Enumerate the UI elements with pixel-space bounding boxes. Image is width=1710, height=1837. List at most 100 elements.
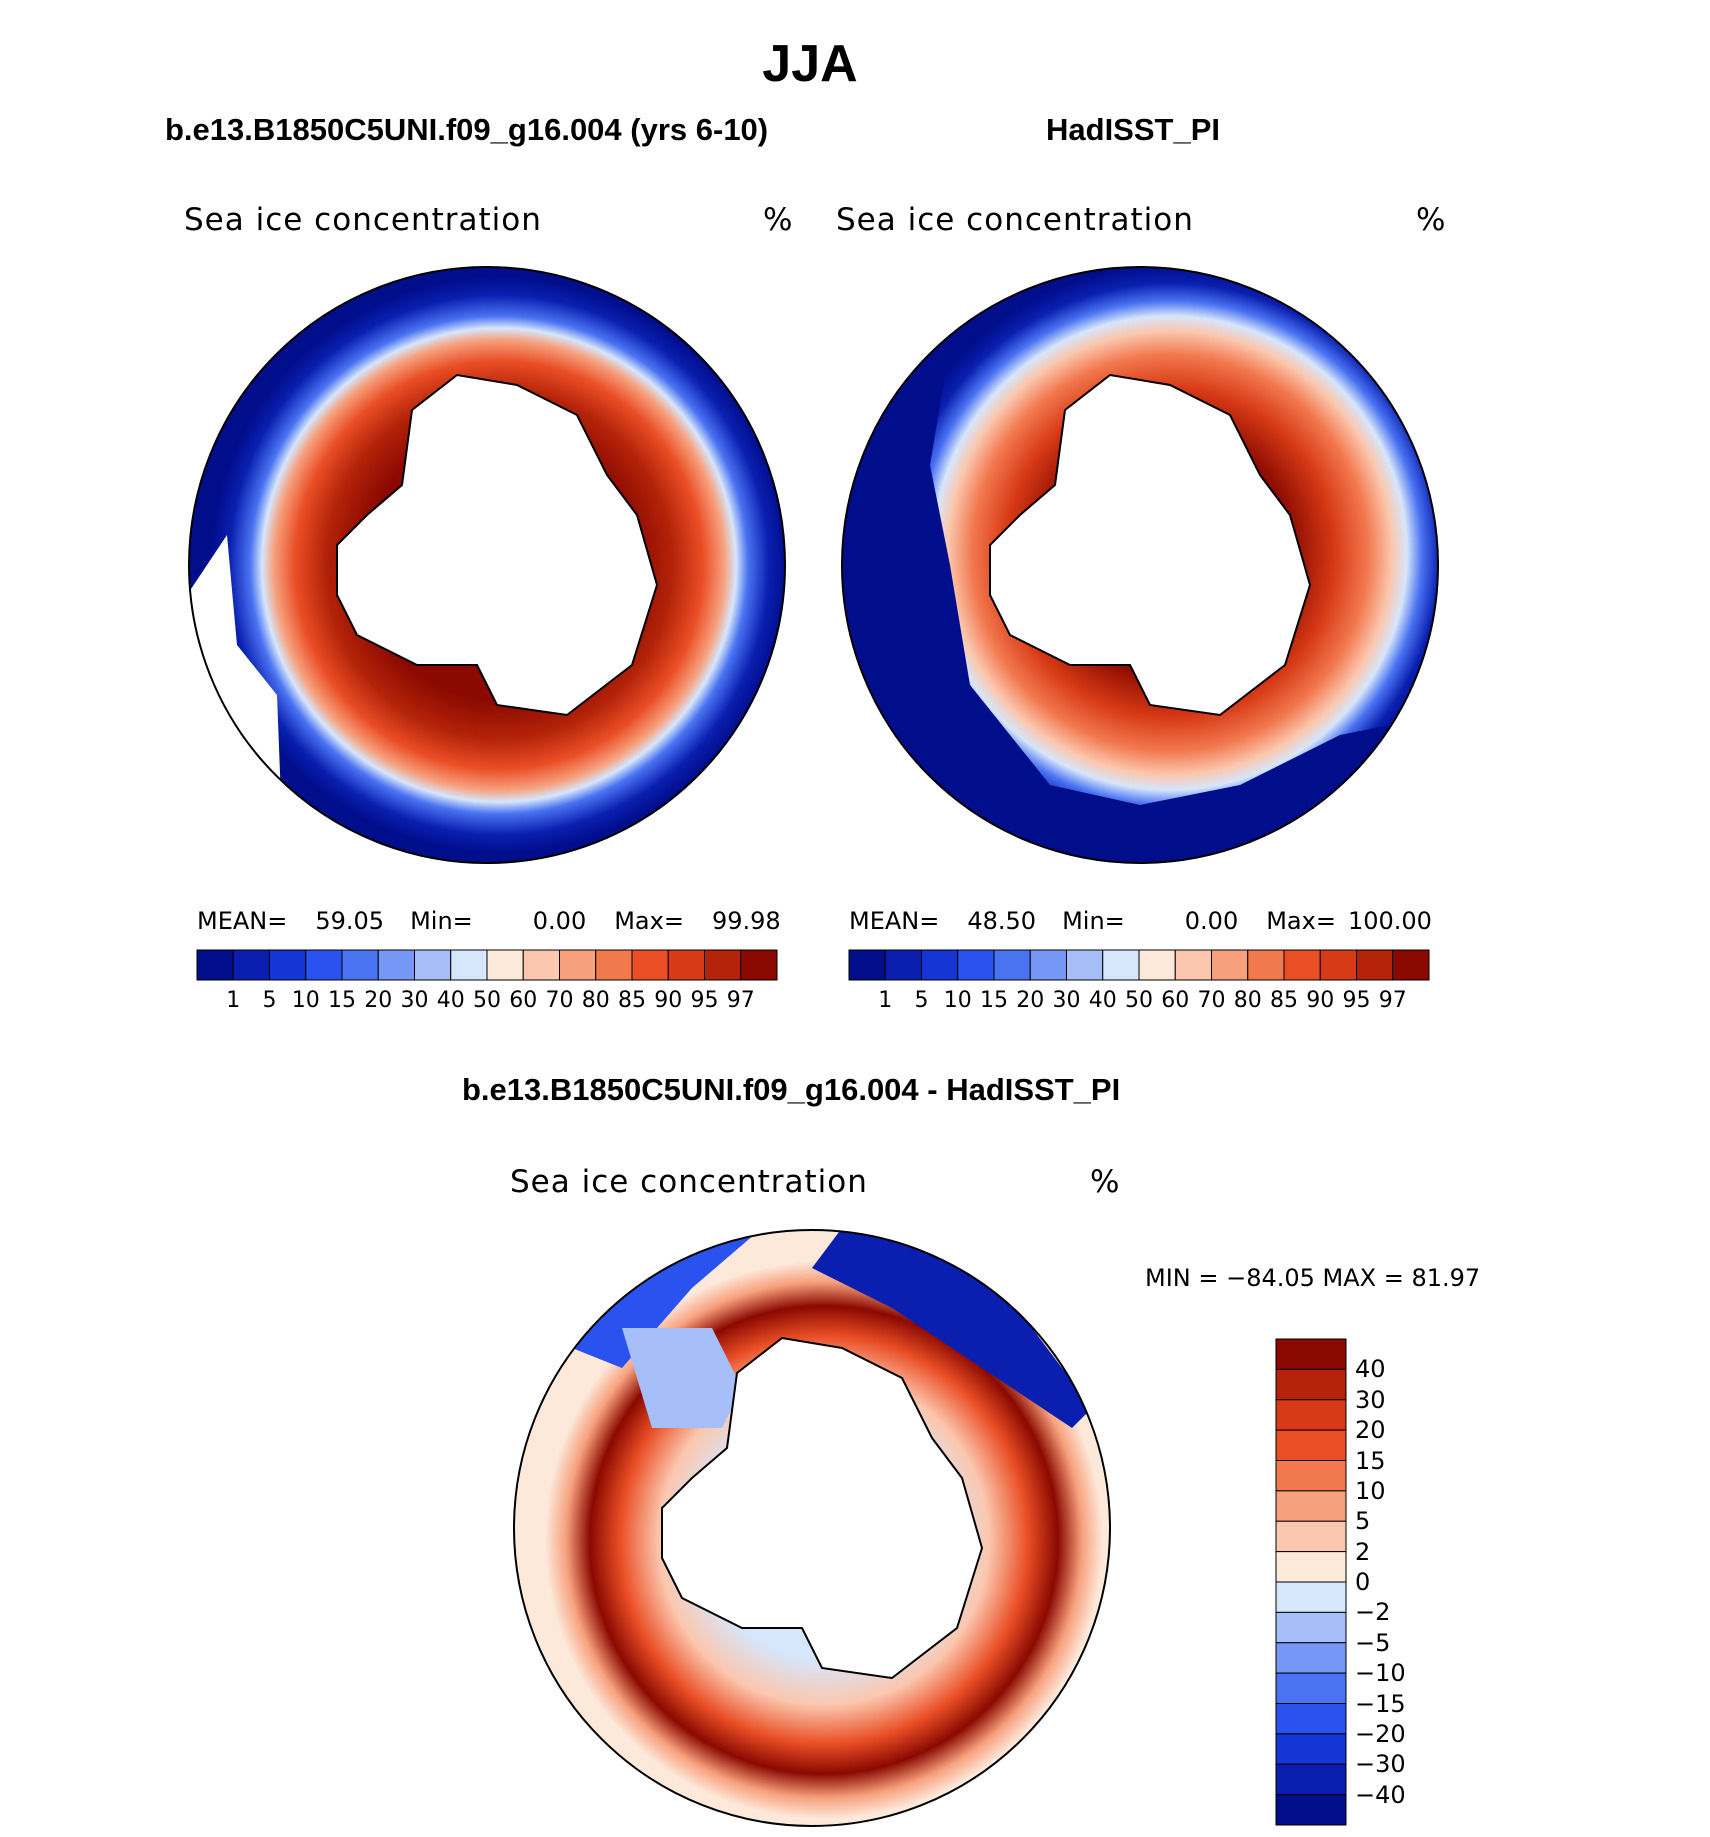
- colorbar-tick-label: 90: [1306, 988, 1335, 1013]
- colorbar-tick-label: 2: [1355, 1537, 1371, 1566]
- mean-value: 48.50: [967, 907, 1037, 935]
- colorbar-tick-label: 0: [1355, 1568, 1371, 1596]
- colorbar-tick-label: −20: [1355, 1719, 1406, 1748]
- colorbar-swatch: [1275, 1490, 1347, 1522]
- colorbar-swatch: [1275, 1794, 1347, 1826]
- colorbar-swatch: [595, 949, 633, 981]
- colorbar-tick-label: 85: [618, 988, 646, 1013]
- colorbar-swatch: [1356, 949, 1394, 981]
- colorbar-swatch: [269, 949, 307, 981]
- colorbar-swatch: [1102, 949, 1140, 981]
- colorbar-swatch: [704, 949, 742, 981]
- min-label: Min=: [1062, 907, 1125, 935]
- colorbar-swatch: [1029, 949, 1067, 981]
- colorbar-swatch: [305, 949, 343, 981]
- colorbar-tick-label: 70: [545, 988, 574, 1013]
- colorbar-swatch: [1275, 1551, 1347, 1583]
- colorbar-swatch: [377, 949, 415, 981]
- colorbar-swatch: [1392, 949, 1430, 981]
- map-border-diff: [513, 1229, 1111, 1827]
- colorbar-ticks-obs: 1 5 10 15 20 30 40 50 60 70 80 85 90 95 97: [849, 988, 1429, 1018]
- diff-min-max: MIN = −84.05 MAX = 81.97: [1145, 1264, 1481, 1292]
- negative-anomaly-weddell: [622, 1328, 742, 1428]
- colorbar-tick-label: 60: [509, 988, 538, 1013]
- colorbar-tick-label: 30: [1355, 1385, 1386, 1414]
- colorbar-swatch: [1319, 949, 1357, 981]
- panel-title-diff: b.e13.B1850C5UNI.f09_g16.004 - HadISST_P…: [462, 1072, 1121, 1107]
- colorbar-swatch: [341, 949, 379, 981]
- variable-label-model: Sea ice concentration: [184, 202, 542, 238]
- units-label-model: %: [763, 202, 794, 238]
- colorbar-tick-label: 30: [1052, 988, 1081, 1013]
- antarctica-obs: [989, 373, 1312, 717]
- colorbar-tick-label: 90: [654, 988, 683, 1013]
- colorbar-swatch: [1275, 1338, 1347, 1370]
- colorbar-tick-label: 70: [1197, 988, 1226, 1013]
- colorbar-swatch: [957, 949, 995, 981]
- colorbar-tick-label: 5: [1355, 1507, 1371, 1536]
- colorbar-tick-label: 97: [1378, 988, 1407, 1013]
- colorbar-swatch: [1275, 1703, 1347, 1735]
- map-border-model: [188, 266, 786, 864]
- colorbar-obs: [848, 949, 1430, 981]
- colorbar-swatch: [232, 949, 270, 981]
- colorbar-tick-label: 40: [436, 988, 465, 1013]
- colorbar-tick-label: 1: [226, 988, 241, 1013]
- colorbar-swatch: [1138, 949, 1176, 981]
- colorbar-tick-label: 50: [1125, 988, 1153, 1013]
- colorbar-tick-label: 97: [726, 988, 755, 1013]
- colorbar-tick-label: 5: [262, 988, 277, 1013]
- colorbar-swatch: [1275, 1399, 1347, 1431]
- colorbar-swatch: [196, 949, 234, 981]
- colorbar-swatch: [1275, 1581, 1347, 1613]
- variable-label-diff: Sea ice concentration: [510, 1164, 868, 1200]
- colorbar-tick-label: 15: [1355, 1446, 1386, 1475]
- colorbar-swatch: [1174, 949, 1212, 981]
- colorbar-tick-label: 40: [1088, 988, 1117, 1013]
- colorbar-tick-label: 85: [1270, 988, 1298, 1013]
- colorbar-tick-label: 20: [1355, 1416, 1386, 1445]
- colorbar-ticks-model: 1 5 10 15 20 30 40 50 60 70 80 85 90 95 97: [197, 988, 777, 1018]
- mean-label: MEAN=: [849, 907, 940, 935]
- colorbar-swatch: [1275, 1672, 1347, 1704]
- colorbar-swatch: [1275, 1460, 1347, 1492]
- max-value: 99.98: [711, 907, 781, 935]
- colorbar-swatch: [522, 949, 560, 981]
- colorbar-tick-label: 1: [878, 988, 893, 1013]
- colorbar-swatch: [1275, 1429, 1347, 1461]
- colorbar-swatch: [1283, 949, 1321, 981]
- colorbar-tick-label: 10: [1355, 1476, 1386, 1505]
- colorbar-tick-label: 95: [1342, 988, 1371, 1013]
- colorbar-swatch: [631, 949, 669, 981]
- colorbar-tick-label: 80: [581, 988, 610, 1013]
- colorbar-swatch: [1275, 1763, 1347, 1796]
- colorbar-swatch: [667, 949, 705, 981]
- max-label: Max=: [614, 907, 684, 935]
- colorbar-swatch: [559, 949, 597, 981]
- colorbar-swatch: [414, 949, 452, 981]
- min-label: Min=: [410, 907, 473, 935]
- colorbar-tick-label: 40: [1355, 1355, 1386, 1384]
- colorbar-tick-label: −15: [1355, 1689, 1406, 1718]
- map-model: [188, 266, 786, 864]
- colorbar-swatch: [1275, 1642, 1347, 1674]
- colorbar-swatch: [740, 949, 778, 981]
- map-border-obs: [841, 266, 1439, 864]
- antarctica-diff: [661, 1336, 984, 1680]
- colorbar-swatch: [1247, 949, 1285, 981]
- units-label-obs: %: [1416, 202, 1447, 238]
- open-ocean-obs: [842, 267, 1438, 863]
- map-difference: [513, 1229, 1111, 1827]
- colorbar-tick-label: 50: [473, 988, 501, 1013]
- colorbar-swatch: [921, 949, 959, 981]
- colorbar-tick-label: 80: [1233, 988, 1262, 1013]
- antarctica-model: [336, 373, 659, 717]
- colorbar-swatch: [1275, 1520, 1347, 1553]
- colorbar-swatch: [993, 949, 1031, 981]
- colorbar-tick-label: 10: [943, 988, 972, 1013]
- min-value: 0.00: [1184, 907, 1239, 935]
- colorbar-tick-label: 20: [364, 988, 393, 1013]
- max-value: 100.00: [1347, 907, 1432, 935]
- negative-anomaly-east: [812, 1230, 1092, 1428]
- colorbar-swatch: [884, 949, 922, 981]
